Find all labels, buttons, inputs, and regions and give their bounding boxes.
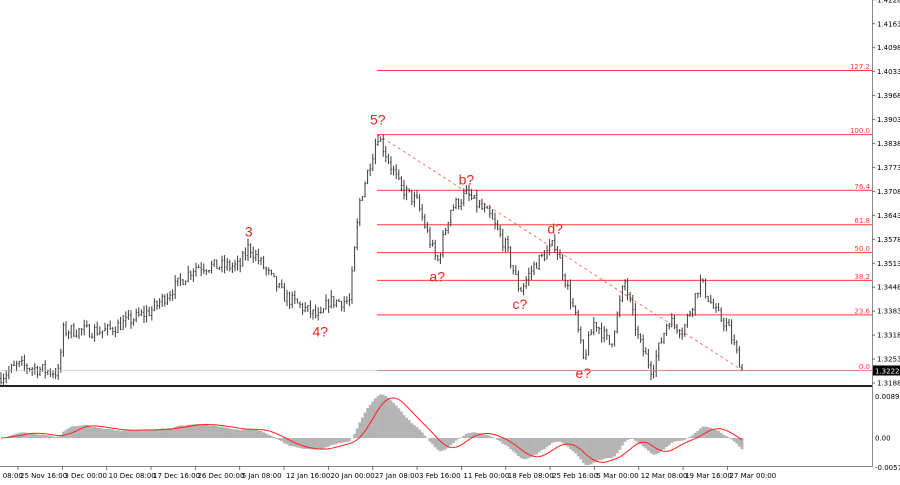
time-tick-label: 19 Mar 16:00 [685, 472, 732, 480]
oscillator-tick-label: -0.00573 [875, 464, 900, 472]
price-tick-label: 1.3773 [877, 164, 900, 172]
wave-label: c? [512, 296, 527, 312]
fib-level-label: 23.6 [854, 307, 870, 315]
price-tick-label: 1.3643 [877, 212, 900, 220]
wave-label: b? [459, 171, 475, 187]
wave-label: 5? [370, 112, 386, 128]
current-price-value: 1.3222 [875, 367, 900, 375]
oscillator-tick-label: 0.00 [875, 435, 891, 443]
time-tick-label: 25 Nov 16:00 [20, 472, 67, 480]
time-tick-label: 27 Mar 00:00 [729, 472, 776, 480]
fib-level-label: 61.8 [854, 217, 870, 225]
price-tick-label: 1.4033 [877, 68, 900, 76]
fib-level-label: 0.0 [859, 363, 870, 371]
time-tick-label: 25 Feb 16:00 [552, 472, 598, 480]
time-tick-label: 3 Dec 00:00 [64, 472, 107, 480]
time-tick-label: 20 Jan 00:00 [330, 472, 374, 480]
price-tick-label: 1.3513 [877, 260, 900, 268]
price-tick-label: 1.3448 [877, 284, 900, 292]
time-tick-label: 10 Dec 08:00 [109, 472, 156, 480]
time-tick-label: 27 Jan 08:00 [375, 472, 419, 480]
time-tick-label: 5 Jan 08:00 [242, 472, 282, 480]
time-tick-label: 11 Feb 00:00 [463, 472, 509, 480]
time-tick-label: 12 Jan 16:00 [286, 472, 330, 480]
main-pane-divider[interactable] [0, 385, 872, 387]
price-tick-label: 1.4163 [877, 20, 900, 28]
price-tick-label: 1.4098 [877, 44, 900, 52]
fib-level-label: 38.2 [854, 273, 870, 281]
price-bars [0, 134, 743, 387]
time-tick-label: 18 Nov 08:00 [0, 472, 23, 480]
oscillator-axis: 0.00897 0.00 -0.00573 [875, 393, 900, 472]
time-tick-label: 5 Mar 00:00 [596, 472, 638, 480]
price-tick-label: 1.3708 [877, 188, 900, 196]
time-tick-label: 17 Dec 16:00 [153, 472, 200, 480]
fib-level-label: 127.2 [850, 63, 870, 71]
price-axis[interactable]: 1.4228 1.4163 1.4098 1.4033 1.3968 1.3903 1.38… [872, 0, 900, 388]
price-tick-label: 1.3838 [877, 140, 900, 148]
macd-oscillator [0, 394, 744, 466]
time-tick-label: 12 Mar 08:00 [641, 472, 688, 480]
oscillator-tick-label: 0.00897 [875, 393, 900, 401]
price-tick-label: 1.3383 [877, 308, 900, 316]
wave-label: d? [547, 220, 563, 236]
wave-label: 3 [245, 223, 253, 239]
price-tick-label: 1.3903 [877, 116, 900, 124]
fib-level-label: 100.0 [850, 127, 870, 135]
wave-labels: 3 4? 5? a? b? c? d? e? [245, 112, 591, 381]
price-tick-label: 1.3188 [877, 380, 900, 388]
current-price-tag: 1.3222 [873, 365, 900, 376]
wave-label: 4? [313, 324, 329, 340]
wave-label: e? [576, 365, 592, 381]
price-tick-label: 1.3253 [877, 356, 900, 364]
fib-level-label: 76.4 [854, 183, 870, 191]
macd-signal-line [0, 397, 743, 463]
wave-label: a? [429, 268, 445, 284]
price-tick-label: 1.3968 [877, 92, 900, 100]
time-tick-label: 26 Dec 00:00 [197, 472, 244, 480]
time-tick-label: 18 Feb 08:00 [508, 472, 554, 480]
price-tick-label: 1.3318 [877, 332, 900, 340]
price-tick-label: 1.4228 [877, 0, 900, 4]
price-tick-label: 1.3578 [877, 236, 900, 244]
fib-level-label: 50.0 [854, 245, 870, 253]
time-tick-label: 3 Feb 16:00 [419, 472, 460, 480]
